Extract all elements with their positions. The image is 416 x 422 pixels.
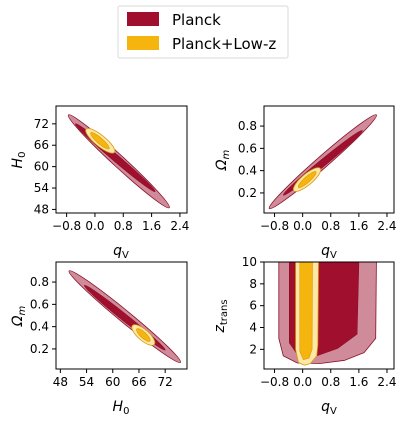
y-ticks: 2 4 6 8 10 <box>242 255 264 356</box>
x-axis-label: qV <box>321 243 337 261</box>
y-tick-label: 0.2 <box>30 342 49 356</box>
x-tick-label: −0.8 <box>260 219 289 233</box>
y-ticks: 0.2 0.4 0.6 0.8 <box>238 119 264 200</box>
panel-ztrans-vs-qv: −0.8 0.0 0.8 1.6 2.4 2 4 6 8 10 qV ztrans <box>212 255 397 417</box>
x-tick-label: 0.0 <box>293 375 312 389</box>
x-tick-label: 0.8 <box>321 375 340 389</box>
y-tick-label: 10 <box>242 255 257 269</box>
x-axis-label: qV <box>321 399 337 417</box>
y-tick-label: 54 <box>34 181 49 195</box>
x-tick-label: 54 <box>79 375 94 389</box>
x-tick-label: 0.8 <box>114 219 133 233</box>
y-tick-label: 72 <box>34 117 49 131</box>
x-tick-label: 1.6 <box>142 219 161 233</box>
x-ticks: −0.8 0.0 0.8 1.6 2.4 <box>260 213 397 233</box>
x-tick-label: −0.8 <box>260 375 289 389</box>
x-tick-label: 2.4 <box>170 219 189 233</box>
x-tick-label: 0.0 <box>293 219 312 233</box>
axes-frame <box>55 261 188 370</box>
y-tick-label: 2 <box>249 342 257 356</box>
y-tick-label: 0.8 <box>238 119 257 133</box>
legend-swatch-planck-lowz <box>127 36 159 50</box>
y-tick-label: 8 <box>249 277 257 291</box>
y-tick-label: 66 <box>34 138 49 152</box>
y-tick-label: 48 <box>34 202 49 216</box>
y-ticks: 48 54 60 66 72 <box>34 117 56 216</box>
y-axis-label: ztrans <box>212 299 230 333</box>
x-tick-label: 60 <box>105 375 120 389</box>
x-tick-label: 1.6 <box>349 375 368 389</box>
x-ticks: −0.8 0.0 0.8 1.6 2.4 <box>260 369 397 389</box>
axes-frame <box>55 105 188 214</box>
y-axis-label: Ωm <box>214 150 232 172</box>
axes-frame <box>263 105 395 214</box>
y-tick-label: 0.6 <box>238 141 257 155</box>
legend: Planck Planck+Low-z <box>117 5 289 59</box>
x-tick-label: 48 <box>53 375 68 389</box>
planck-lowz-inner-contour <box>297 171 317 188</box>
x-tick-label: 66 <box>131 375 146 389</box>
legend-label-planck: Planck <box>172 11 221 29</box>
x-ticks: 48 54 60 66 72 <box>53 369 173 389</box>
planck-lowz-inner-contour <box>90 132 110 150</box>
x-tick-label: 0.0 <box>85 219 104 233</box>
y-tick-label: 60 <box>34 160 49 174</box>
planck-lowz-inner-contour <box>299 262 313 360</box>
x-axis-label: qV <box>113 243 129 261</box>
y-tick-label: 0.2 <box>238 186 257 200</box>
y-tick-label: 6 <box>249 299 257 313</box>
x-tick-label: 0.8 <box>321 219 340 233</box>
axes-frame <box>263 261 395 370</box>
x-axis-label: H0 <box>113 399 130 417</box>
x-tick-label: 1.6 <box>349 219 368 233</box>
panel-h0-vs-qv: −0.8 0.0 0.8 1.6 2.4 48 54 60 66 72 qV H0 <box>10 105 189 261</box>
y-tick-label: 4 <box>249 321 257 335</box>
x-tick-label: 72 <box>158 375 173 389</box>
planck-lowz-inner-contour <box>136 328 151 342</box>
y-ticks: 0.2 0.4 0.6 0.8 <box>30 275 56 356</box>
y-tick-label: 0.6 <box>30 297 49 311</box>
y-tick-label: 0.4 <box>238 164 257 178</box>
x-ticks: −0.8 0.0 0.8 1.6 2.4 <box>52 213 189 233</box>
y-tick-label: 0.8 <box>30 275 49 289</box>
legend-label-planck-lowz: Planck+Low-z <box>172 35 276 53</box>
x-tick-label: 2.4 <box>377 375 396 389</box>
y-axis-label: Ωm <box>10 306 28 328</box>
panel-om-vs-h0: 48 54 60 66 72 0.2 0.4 0.6 0.8 H0 Ωm <box>10 261 188 417</box>
y-tick-label: 0.4 <box>30 320 49 334</box>
panel-om-vs-qv: −0.8 0.0 0.8 1.6 2.4 0.2 0.4 0.6 0.8 qV Ωm <box>214 105 397 261</box>
x-tick-label: −0.8 <box>52 219 81 233</box>
y-axis-label: H0 <box>10 152 28 169</box>
x-tick-label: 2.4 <box>377 219 396 233</box>
legend-swatch-planck <box>127 12 159 26</box>
